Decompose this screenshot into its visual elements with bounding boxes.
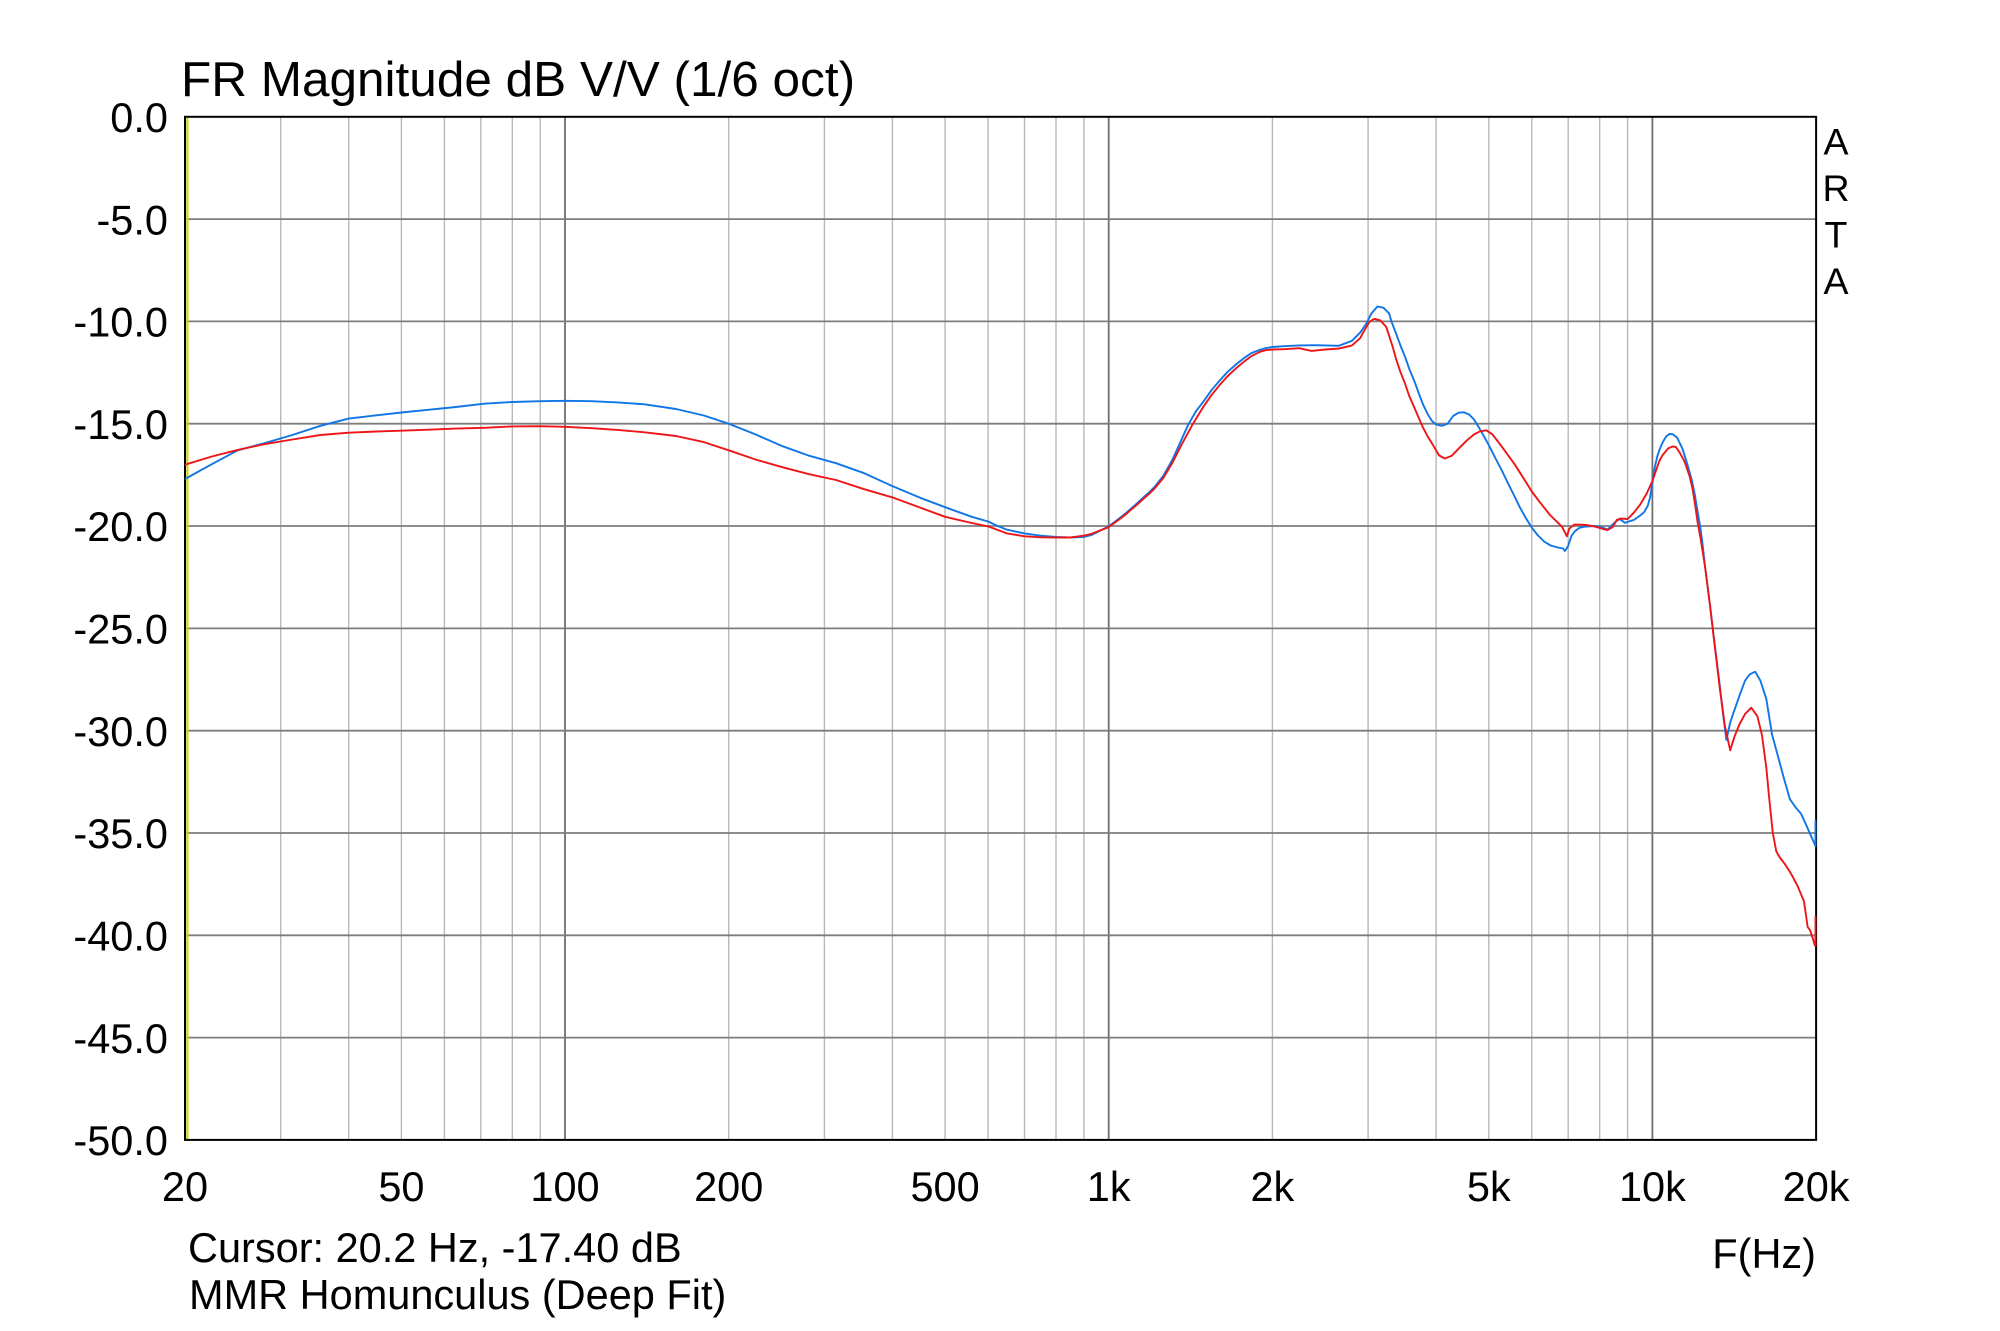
svg-text:1k: 1k (1087, 1163, 1131, 1210)
svg-text:20k: 20k (1783, 1163, 1850, 1210)
svg-text:F(Hz): F(Hz) (1712, 1230, 1816, 1277)
svg-text:A: A (1823, 121, 1848, 163)
svg-text:2k: 2k (1250, 1163, 1294, 1210)
svg-text:-15.0: -15.0 (73, 401, 168, 448)
svg-text:MMR Homunculus (Deep Fit): MMR Homunculus (Deep Fit) (189, 1271, 726, 1318)
svg-text:-35.0: -35.0 (73, 810, 168, 857)
svg-text:50: 50 (378, 1163, 424, 1210)
svg-text:T: T (1825, 214, 1848, 256)
svg-text:FR Magnitude dB V/V (1/6 oct): FR Magnitude dB V/V (1/6 oct) (181, 52, 855, 107)
svg-text:5k: 5k (1467, 1163, 1511, 1210)
svg-text:A: A (1823, 260, 1848, 302)
svg-text:-30.0: -30.0 (73, 708, 168, 755)
svg-text:-40.0: -40.0 (73, 913, 168, 960)
svg-text:500: 500 (910, 1163, 979, 1210)
svg-text:20: 20 (162, 1163, 208, 1210)
svg-text:-20.0: -20.0 (73, 503, 168, 550)
svg-text:-25.0: -25.0 (73, 606, 168, 653)
svg-text:100: 100 (530, 1163, 599, 1210)
svg-text:R: R (1822, 167, 1849, 209)
svg-text:-5.0: -5.0 (96, 196, 168, 243)
svg-text:200: 200 (694, 1163, 763, 1210)
svg-text:-50.0: -50.0 (73, 1117, 168, 1164)
svg-text:-45.0: -45.0 (73, 1015, 168, 1062)
svg-text:0.0: 0.0 (110, 94, 168, 141)
svg-text:-10.0: -10.0 (73, 299, 168, 346)
svg-text:Cursor: 20.2 Hz, -17.40 dB: Cursor: 20.2 Hz, -17.40 dB (188, 1224, 682, 1271)
svg-text:10k: 10k (1619, 1163, 1686, 1210)
